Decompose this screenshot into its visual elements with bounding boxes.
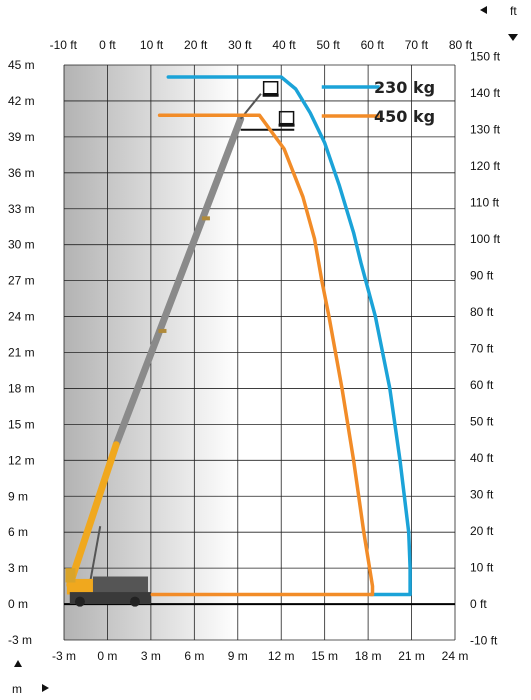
y-tick-m: 30 m — [8, 238, 35, 252]
legend: 230 kg 450 kg — [321, 78, 435, 126]
y-tick-ft: 80 ft — [470, 305, 494, 319]
x-tick-ft: 70 ft — [405, 38, 429, 52]
arrow-right-icon — [42, 684, 49, 692]
x-tick-ft: 60 ft — [361, 38, 385, 52]
y-tick-ft: 60 ft — [470, 378, 494, 392]
legend-label: 450 kg — [374, 107, 435, 126]
ft-unit-label: ft — [510, 4, 517, 18]
y-tick-ft: 70 ft — [470, 341, 494, 355]
y-tick-m: 3 m — [8, 561, 28, 575]
x-tick-m: 12 m — [268, 649, 295, 663]
x-tick-m: 9 m — [228, 649, 248, 663]
y-tick-ft: 120 ft — [470, 159, 501, 173]
y-tick-ft: 110 ft — [470, 195, 500, 209]
x-tick-ft: 0 ft — [99, 38, 116, 52]
unit-toggles: ft m — [12, 4, 518, 696]
m-unit-label: m — [12, 682, 22, 696]
x-tick-m: -3 m — [52, 649, 76, 663]
x-tick-m: 18 m — [355, 649, 382, 663]
legend-label: 230 kg — [374, 78, 435, 97]
y-tick-ft: 30 ft — [470, 488, 494, 502]
basket-floor — [262, 93, 279, 97]
y-tick-m: 36 m — [8, 166, 35, 180]
y-tick-ft: 20 ft — [470, 524, 494, 538]
y-tick-ft: -10 ft — [470, 634, 498, 648]
x-tick-ft: 20 ft — [184, 38, 208, 52]
platform-basket-icon — [278, 110, 295, 127]
y-tick-m: 24 m — [8, 310, 35, 324]
arrow-left-icon — [480, 6, 487, 14]
x-tick-m: 6 m — [184, 649, 204, 663]
x-tick-ft: 80 ft — [449, 38, 473, 52]
y-tick-m: 6 m — [8, 525, 28, 539]
y-tick-m: 9 m — [8, 489, 28, 503]
y-tick-ft: 10 ft — [470, 561, 494, 575]
x-tick-ft: 30 ft — [228, 38, 252, 52]
outrigger — [65, 568, 76, 583]
axis-ticks: -3 m 0 m 3 m 6 m 9 m 12 m 15 m 18 m 21 m 24 m 27 m… — [8, 38, 501, 663]
y-tick-ft: 40 ft — [470, 451, 494, 465]
y-tick-ft: 90 ft — [470, 268, 494, 282]
undercarriage — [69, 592, 151, 605]
boom-upper-section — [112, 115, 245, 449]
y-tick-m: 0 m — [8, 597, 28, 611]
y-tick-ft: 140 ft — [470, 86, 501, 100]
wheel — [74, 596, 85, 607]
y-tick-m: 42 m — [8, 94, 35, 108]
y-tick-m: 12 m — [8, 453, 35, 467]
y-tick-m: 45 m — [8, 58, 35, 72]
y-tick-m: 15 m — [8, 417, 35, 431]
boom-collar — [158, 328, 167, 333]
x-tick-ft: -10 ft — [50, 38, 78, 52]
x-tick-m: 24 m — [442, 649, 469, 663]
ft-unit-indicator: ft — [480, 4, 518, 41]
grid — [63, 64, 456, 641]
series-line-450-kg — [150, 113, 375, 597]
y-tick-ft: 130 ft — [470, 122, 501, 136]
y-tick-m: 27 m — [8, 274, 35, 288]
boom-collar — [201, 216, 210, 221]
arrow-up-icon — [14, 660, 22, 667]
counterweight — [92, 576, 148, 594]
y-tick-m: -3 m — [8, 633, 32, 647]
x-tick-m: 15 m — [311, 649, 338, 663]
wheel — [129, 596, 140, 607]
boom-lower-section — [66, 441, 120, 589]
basket-floor — [278, 123, 295, 127]
telehandler-machine-icon — [65, 81, 295, 607]
y-tick-ft: 50 ft — [470, 415, 494, 429]
y-tick-m: 21 m — [8, 346, 35, 360]
x-tick-m: 21 m — [398, 649, 425, 663]
platform-basket-icon — [262, 81, 279, 97]
y-tick-m: 33 m — [8, 202, 35, 216]
x-tick-ft: 40 ft — [272, 38, 296, 52]
arrow-down-icon — [508, 34, 518, 41]
y-tick-m: 39 m — [8, 130, 35, 144]
series-line-230-kg — [166, 75, 412, 597]
load-curves — [150, 75, 412, 597]
x-tick-m: 3 m — [141, 649, 161, 663]
y-tick-ft: 100 ft — [470, 232, 501, 246]
y-tick-ft: 150 ft — [470, 49, 501, 63]
x-tick-ft: 10 ft — [140, 38, 164, 52]
y-tick-ft: 0 ft — [470, 597, 487, 611]
y-tick-m: 18 m — [8, 381, 35, 395]
lift-cylinder — [89, 526, 102, 583]
m-unit-indicator: m — [12, 660, 49, 696]
x-tick-m: 0 m — [97, 649, 117, 663]
x-tick-ft: 50 ft — [316, 38, 340, 52]
